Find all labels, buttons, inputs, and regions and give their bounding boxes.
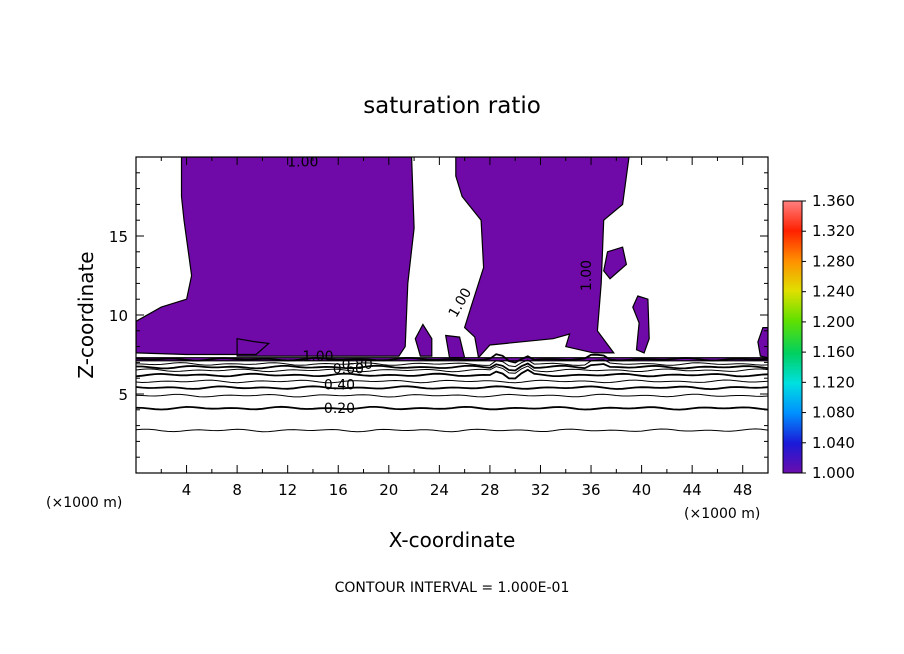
supersaturated-region [136,157,415,357]
x-unit-left: (×1000 m) [46,495,122,511]
contour-line [136,368,768,380]
contour-label: 0.20 [324,401,355,417]
x-tick-label: 44 [683,481,702,499]
x-unit-right: (×1000 m) [684,506,760,522]
x-tick-label: 28 [480,481,499,499]
x-tick-label: 48 [733,481,752,499]
chart-title: saturation ratio [363,93,541,119]
contour-lines [136,353,768,433]
contour-line [136,359,768,368]
supersaturated-region [444,334,466,359]
plot-area: 0.200.400.600.801.001.001.001.00 [136,155,768,433]
colorbar-gradient [782,200,803,474]
contour-line [136,385,768,391]
contour-label: 0.40 [324,378,355,394]
x-tick-label: 4 [182,481,192,499]
contour-line [136,353,768,364]
contour-label: 1.00 [287,155,318,171]
contour-label: 1.00 [302,349,333,365]
contour-label: 1.00 [579,260,595,291]
y-axis-label: Z-coordinate [74,251,98,378]
colorbar-tick-label: 1.000 [812,464,855,482]
supersaturated-region [414,323,433,357]
x-tick-label: 32 [531,481,550,499]
contour-line [136,405,768,411]
supersaturated-region [632,295,650,354]
x-axis-label: X-coordinate [389,528,516,552]
x-tick-label: 36 [581,481,600,499]
y-axis-ticks: 5 10 15 [109,172,768,458]
colorbar-tick-label: 1.240 [812,283,855,301]
colorbar-tick-label: 1.080 [812,404,855,422]
contour-labels: 0.200.400.600.801.001.001.001.00 [287,155,595,417]
supersaturated-region [757,327,768,359]
x-tick-label: 8 [232,481,242,499]
x-tick-label: 40 [632,481,651,499]
colorbar-tick-label: 1.360 [812,192,855,210]
contour-interval-note: CONTOUR INTERVAL = 1.000E-01 [335,580,570,596]
colorbar-tick-label: 1.200 [812,313,855,331]
x-tick-label: 24 [430,481,449,499]
y-tick-label: 5 [118,386,128,404]
colorbar-tick-label: 1.160 [812,343,855,361]
supersaturated-region [455,157,630,360]
x-tick-label: 12 [278,481,297,499]
contour-line [136,379,768,384]
contour-line [136,428,768,433]
x-tick-label: 20 [379,481,398,499]
y-tick-label: 10 [109,307,128,325]
supersaturated-regions [136,157,768,362]
colorbar: 1.360 1.320 1.280 1.240 1.200 1.160 1.120 1.080… [782,192,855,482]
colorbar-tick-label: 1.120 [812,373,855,391]
contour-line [136,393,768,398]
contour-label: 0.80 [342,357,373,373]
colorbar-tick-label: 1.280 [812,252,855,270]
y-tick-label: 15 [109,228,128,246]
colorbar-ticks: 1.360 1.320 1.280 1.240 1.200 1.160 1.120 1.080… [802,192,855,482]
contour-line [136,362,768,372]
colorbar-tick-label: 1.040 [812,434,855,452]
contour-line [136,365,768,374]
contour-label: 0.60 [333,362,364,378]
x-tick-label: 16 [329,481,348,499]
x-axis-ticks: 4 8 12 16 20 24 28 32 36 40 44 48 [160,157,752,499]
supersaturated-region [603,246,628,280]
colorbar-tick-label: 1.320 [812,222,855,240]
